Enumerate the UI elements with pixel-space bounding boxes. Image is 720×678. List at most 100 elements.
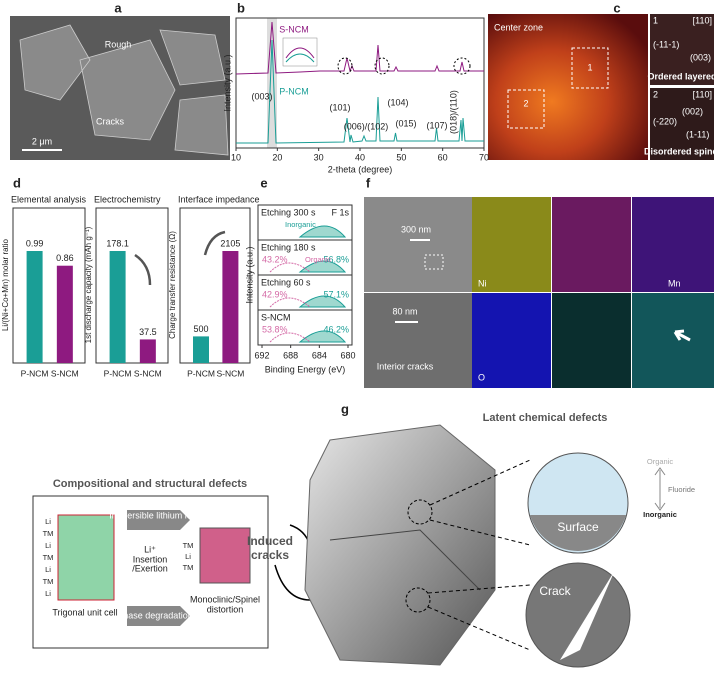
bar (222, 251, 239, 363)
annotation: Inorganic (643, 510, 677, 519)
crystal (57, 514, 115, 601)
percent-label: 43.2% (262, 254, 288, 264)
y-axis-label: Charge transfer resistance (Ω) (168, 231, 177, 339)
box (507, 89, 545, 129)
spectrum-name: Etching 60 s (261, 277, 311, 287)
layer-list: Li TM Li TM Li TM Li TM Li TM (43, 517, 194, 598)
category-label: S-NCM (51, 368, 79, 378)
x-tick-label: 684 (312, 350, 327, 360)
crystal (199, 527, 251, 584)
x-tick-label: 20 (272, 152, 282, 162)
panel-label: a (114, 0, 122, 15)
fit-peak (269, 297, 311, 308)
arrow (654, 467, 666, 511)
highlight (267, 18, 277, 148)
annotation: Insertion (133, 554, 168, 564)
bar-groups: Elemental analysis Li/(Ni+Co+Mn) molar ra… (1, 194, 259, 378)
inset-curve (285, 47, 315, 59)
percent-label: 56.8% (323, 254, 349, 264)
annotation: Fluoride (668, 485, 695, 494)
annotation: Disordered spinel (644, 146, 720, 156)
haadf-image (488, 14, 648, 160)
value-label: 500 (193, 324, 208, 334)
x-tick-label: 40 (355, 152, 365, 162)
group-title: Electrochemistry (94, 194, 161, 204)
x-tick-label: 688 (283, 350, 298, 360)
eds-map (552, 293, 631, 388)
tem-image (364, 197, 472, 292)
y-axis-label: Li/(Ni+Co+Mn) molar ratio (1, 238, 10, 331)
panel-label: b (237, 0, 245, 15)
layer-label: Li (45, 517, 51, 526)
panel-label: e (260, 175, 267, 190)
y-axis-label: 1st discharge capacity (mAh g⁻¹) (84, 226, 93, 343)
x-tick-label: 692 (254, 350, 269, 360)
series-label: P-NCM (279, 86, 309, 96)
box (571, 47, 609, 89)
crack-shape (560, 570, 615, 660)
bar (139, 339, 156, 363)
annotation: (003) (690, 52, 711, 62)
annotation: Crack (539, 584, 571, 598)
inset (282, 37, 318, 67)
bar (193, 336, 209, 363)
peak-label: (003) (251, 91, 272, 101)
peak-label: (018)/(110) (448, 90, 458, 134)
percent-label: 42.9% (262, 289, 288, 299)
annotation: Surface (557, 520, 599, 534)
annotation: (002) (682, 106, 703, 116)
annotation: (-11-1) (653, 39, 679, 49)
peak-label: (107) (426, 120, 447, 130)
annotation: Organic (305, 255, 332, 264)
group-box (179, 207, 251, 364)
crack-line (329, 529, 481, 591)
annotation: Ni (478, 278, 487, 288)
x-tick-label: 50 (396, 152, 406, 162)
x-axis-label: 2-theta (degree) (328, 164, 393, 174)
spectrum-name: Etching 300 s (261, 207, 316, 217)
value-label: 2105 (220, 238, 240, 248)
layer-label: TM (43, 529, 54, 538)
annotation: Monoclinic/Spinel (190, 594, 260, 604)
annotation: [110] (693, 89, 712, 99)
fit-peak (269, 332, 311, 343)
zoom (405, 587, 431, 613)
xps-panel: Etching 300 s Inorganic Etching 180 s 43.2%… (254, 204, 356, 360)
tem-image (364, 293, 472, 388)
layer-label: TM (183, 563, 194, 572)
scale-label: 300 nm (401, 224, 431, 234)
percent-label: 57.1% (323, 289, 349, 299)
x-tick-label: 60 (438, 152, 448, 162)
zoom (407, 499, 433, 525)
s-ncm-curve (235, 21, 484, 75)
annotation: Ordered layered (647, 71, 716, 81)
group-title: Interface impedance (178, 194, 260, 204)
x-tick-label: 70 (479, 152, 489, 162)
particle (304, 424, 496, 666)
crack-circle (525, 562, 631, 668)
annotation: Inorganic (285, 220, 316, 229)
particles (19, 24, 229, 156)
p-ncm-curve (236, 39, 484, 144)
value-label: 0.99 (26, 238, 44, 248)
fit-peak (298, 225, 347, 238)
spectrum-name: Etching 180 s (261, 242, 316, 252)
bar (26, 251, 43, 363)
layer-label: TM (43, 577, 54, 586)
panel-label: d (13, 175, 21, 190)
fft-image (650, 88, 714, 160)
arrow (127, 606, 190, 626)
x-tick-label: 680 (340, 350, 355, 360)
layer-label: TM (183, 541, 194, 550)
fit-peak (298, 295, 347, 308)
layer-label: Li (45, 565, 51, 574)
x-tick-label: 10 (231, 152, 241, 162)
box (424, 254, 444, 270)
panel-label: g (341, 401, 349, 416)
fit-peak (269, 262, 311, 273)
annotation: Cracks (96, 116, 125, 126)
spectrum-name: S-NCM (261, 312, 291, 322)
annotation: Trigonal unit cell (52, 607, 117, 617)
category-label: S-NCM (216, 368, 244, 378)
layer-label: Li (185, 552, 191, 561)
